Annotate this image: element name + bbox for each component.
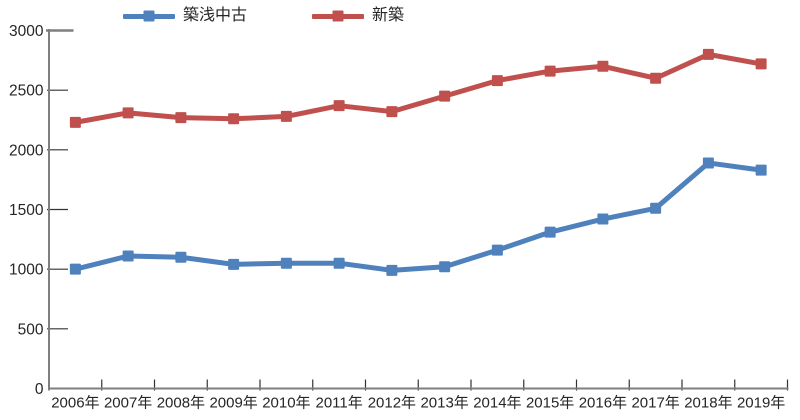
x-axis-label: 2016年 — [579, 395, 627, 412]
series-0-marker — [280, 257, 292, 269]
series-line-1 — [72, 51, 764, 125]
series-1-marker — [702, 48, 714, 60]
x-axis-label: 2013年 — [420, 395, 468, 412]
series-0-marker — [69, 263, 81, 275]
legend-label-shinchiku: 新築 — [372, 7, 405, 24]
legend-line-marker-red-icon — [312, 10, 365, 22]
x-axis-label: 2007年 — [104, 395, 152, 412]
series-1-marker — [755, 58, 767, 70]
legend-line-marker-blue-icon — [123, 10, 175, 22]
series-0-marker — [702, 157, 714, 169]
x-axis-label: 2009年 — [209, 395, 257, 412]
series-0-marker — [755, 164, 767, 176]
series-1-marker — [439, 90, 451, 102]
series-1-marker — [280, 110, 292, 122]
y-axis-label: 1000 — [9, 262, 44, 279]
legend-item-chikuasa-chuko: 築浅中古 — [123, 7, 247, 25]
x-axis-label: 2017年 — [631, 395, 679, 412]
series-0-marker — [175, 251, 187, 263]
series-0-marker — [228, 258, 240, 270]
x-axis-label: 2018年 — [684, 395, 732, 412]
series-1-marker — [491, 75, 503, 87]
series-0-marker — [597, 213, 609, 225]
series-0-marker — [386, 264, 398, 276]
series-1-marker — [69, 116, 81, 128]
series-1-marker — [175, 112, 187, 124]
series-1-marker — [333, 100, 345, 112]
series-1-marker — [122, 107, 134, 119]
y-axis-label: 2000 — [9, 142, 44, 159]
series-0-marker — [544, 226, 556, 238]
legend-item-shinchiku: 新築 — [312, 7, 404, 25]
series-0-marker — [650, 202, 662, 214]
x-axis-label: 2010年 — [262, 395, 310, 412]
y-axis-label: 1500 — [9, 202, 44, 219]
series-1-marker — [650, 72, 662, 84]
series-0-marker — [122, 250, 134, 262]
y-axis-label: 500 — [18, 321, 44, 338]
x-axis-label: 2012年 — [368, 395, 416, 412]
series-1-marker — [544, 65, 556, 77]
series-1-marker — [597, 60, 609, 72]
x-axis-label: 2008年 — [157, 395, 205, 412]
y-axis-label: 3000 — [9, 23, 44, 40]
legend-square-marker-red-icon — [332, 10, 344, 22]
chart-legend: 築浅中古 新築 — [123, 7, 404, 25]
series-0-marker — [333, 257, 345, 269]
series-line-0 — [72, 160, 764, 273]
x-axis-label: 2011年 — [315, 395, 362, 412]
x-axis-label: 2015年 — [526, 395, 574, 412]
series-0-marker — [439, 261, 451, 273]
series-1-marker — [228, 113, 240, 125]
y-axis-label: 2500 — [9, 83, 44, 100]
series-1-marker — [386, 106, 398, 118]
x-axis-label: 2019年 — [737, 395, 785, 412]
legend-label-chikuasa-chuko: 築浅中古 — [183, 7, 248, 24]
legend-square-marker-blue-icon — [143, 10, 155, 22]
y-axis-label: 0 — [35, 381, 44, 398]
x-axis-label: 2006年 — [51, 395, 99, 412]
series-0-marker — [491, 244, 503, 256]
x-axis-label: 2014年 — [473, 395, 521, 412]
